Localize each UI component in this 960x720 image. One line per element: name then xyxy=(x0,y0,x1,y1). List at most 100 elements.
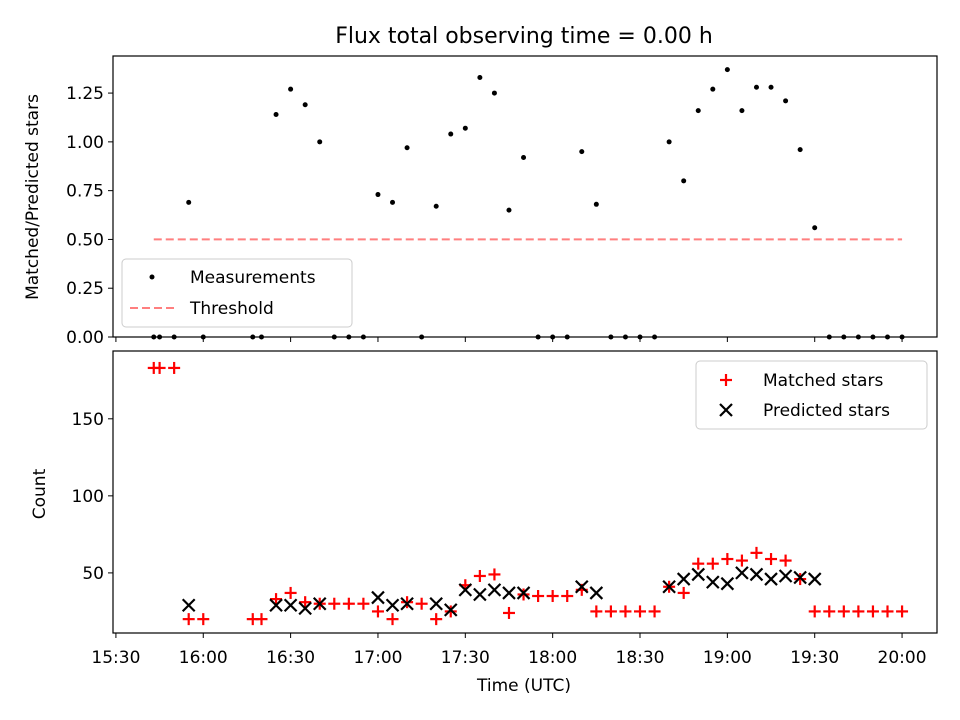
top-y-axis: 0.00 0.25 0.50 0.75 1.00 1.25 xyxy=(66,84,113,348)
predicted-star-marker-b xyxy=(312,596,327,611)
matched-star-marker xyxy=(561,590,574,603)
top-legend: Measurements Threshold xyxy=(121,258,353,328)
legend-threshold-label: Threshold xyxy=(189,299,274,319)
matched-star-marker xyxy=(881,605,894,618)
measurement-point xyxy=(506,207,512,213)
top-x-ticks xyxy=(115,337,903,342)
bottom-y-axis-label: Count xyxy=(30,468,50,519)
predicted-star-marker xyxy=(269,598,283,613)
measurement-point xyxy=(739,108,745,114)
top-plot-area xyxy=(151,67,905,340)
predicted-star-marker xyxy=(691,567,706,582)
predicted-star-marker xyxy=(298,601,312,616)
matched-star-marker xyxy=(852,605,865,618)
matched-star-marker xyxy=(328,597,341,610)
matched-star-marker xyxy=(197,613,210,626)
matched-star-marker xyxy=(837,605,850,618)
bottom-x-axis: 15:30 16:00 16:30 17:00 17:30 18:00 18:30 19:00… xyxy=(91,633,927,668)
matched-star-marker xyxy=(182,613,195,626)
bottom-axes-frame xyxy=(112,350,938,634)
matched-star-marker xyxy=(706,557,719,570)
predicted-star-marker xyxy=(749,567,764,582)
predicted-star-marker-b xyxy=(706,575,720,589)
measurement-point xyxy=(433,203,439,209)
predicted-star-marker xyxy=(181,598,196,613)
matched-star-marker xyxy=(430,613,443,626)
top-y-tick-label: 0.75 xyxy=(66,182,104,202)
top-legend-box xyxy=(121,258,353,328)
measurement-point xyxy=(462,125,468,131)
matched-star-marker xyxy=(677,586,690,599)
predicted-star-marker-b xyxy=(778,569,793,583)
matched-star-marker xyxy=(415,597,428,610)
measurement-point xyxy=(681,178,687,184)
predicted-star-marker-b xyxy=(516,586,531,600)
matched-star-marker xyxy=(342,597,355,610)
matched-star-marker xyxy=(255,613,268,626)
bottom-x-tick-label: 18:30 xyxy=(616,648,665,668)
matched-star-marker xyxy=(153,361,166,374)
measurement-point xyxy=(404,145,410,151)
predicted-star-marker-b xyxy=(400,596,414,611)
predicted-star-marker xyxy=(473,587,487,602)
predicted-star-marker-b xyxy=(574,579,589,594)
predicted-star-marker xyxy=(371,590,385,605)
top-y-tick-label: 0.50 xyxy=(66,230,104,250)
matched-star-marker xyxy=(270,593,283,606)
predicted-star-marker-b xyxy=(487,583,502,597)
measurement-point xyxy=(666,139,672,145)
measurement-point xyxy=(783,98,789,104)
bottom-x-tick-label: 20:00 xyxy=(878,648,927,668)
predicted-star-marker-b xyxy=(269,598,283,613)
bottom-x-tick-label: 18:00 xyxy=(528,648,577,668)
matched-star-marker xyxy=(808,605,821,618)
predicted-star-marker xyxy=(662,579,676,594)
predicted-star-marker-b xyxy=(662,579,676,594)
measurement-point xyxy=(710,86,716,92)
legend-measurements-label: Measurements xyxy=(190,268,316,288)
measurement-point xyxy=(302,102,308,108)
bottom-plot-area xyxy=(147,361,909,626)
predicted-star-marker xyxy=(385,598,400,613)
measurement-point xyxy=(768,84,774,90)
matched-star-marker xyxy=(765,553,778,566)
matched-star-marker xyxy=(604,605,617,618)
bottom-x-tick-label: 19:00 xyxy=(703,648,752,668)
legend-predicted-marker xyxy=(719,403,733,417)
predicted-star-marker xyxy=(487,583,502,597)
predicted-star-marker-b xyxy=(807,572,822,586)
predicted-star-marker xyxy=(283,598,298,613)
predicted-star-marker xyxy=(458,583,473,597)
matched-star-marker xyxy=(473,569,486,582)
predicted-star-marker-b xyxy=(443,603,458,617)
measurement-point xyxy=(477,74,483,80)
predicted-star-marker-b xyxy=(764,572,778,586)
legend-predicted-label: Predicted stars xyxy=(763,401,890,421)
matched-star-marker xyxy=(721,553,734,566)
matched-star-marker xyxy=(735,554,748,567)
matched-star-marker xyxy=(546,590,559,603)
measurement-point xyxy=(390,199,396,205)
measurement-point xyxy=(579,149,585,155)
measurement-point xyxy=(695,108,701,114)
predicted-star-marker-b xyxy=(793,570,807,585)
measurement-point xyxy=(797,147,803,153)
predicted-star-marker xyxy=(574,579,589,594)
measurement-point xyxy=(491,90,497,96)
matched-star-marker xyxy=(488,568,501,581)
matched-star-marker xyxy=(896,605,909,618)
predicted-star-marker-b xyxy=(283,598,298,613)
bottom-x-tick-label: 17:30 xyxy=(441,648,490,668)
predicted-star-marker xyxy=(778,569,793,583)
matched-star-marker xyxy=(648,605,661,618)
predicted-star-marker xyxy=(400,596,414,611)
matched-star-marker xyxy=(299,596,312,609)
predicted-star-marker xyxy=(429,596,443,611)
matched-star-marker xyxy=(357,597,370,610)
legend-measurements-marker xyxy=(149,274,155,280)
bottom-x-tick-label: 17:00 xyxy=(353,648,402,668)
bottom-x-tick-label: 15:30 xyxy=(91,648,140,668)
legend-matched-label: Matched stars xyxy=(763,371,883,391)
top-y-tick-label: 0.25 xyxy=(66,279,104,299)
